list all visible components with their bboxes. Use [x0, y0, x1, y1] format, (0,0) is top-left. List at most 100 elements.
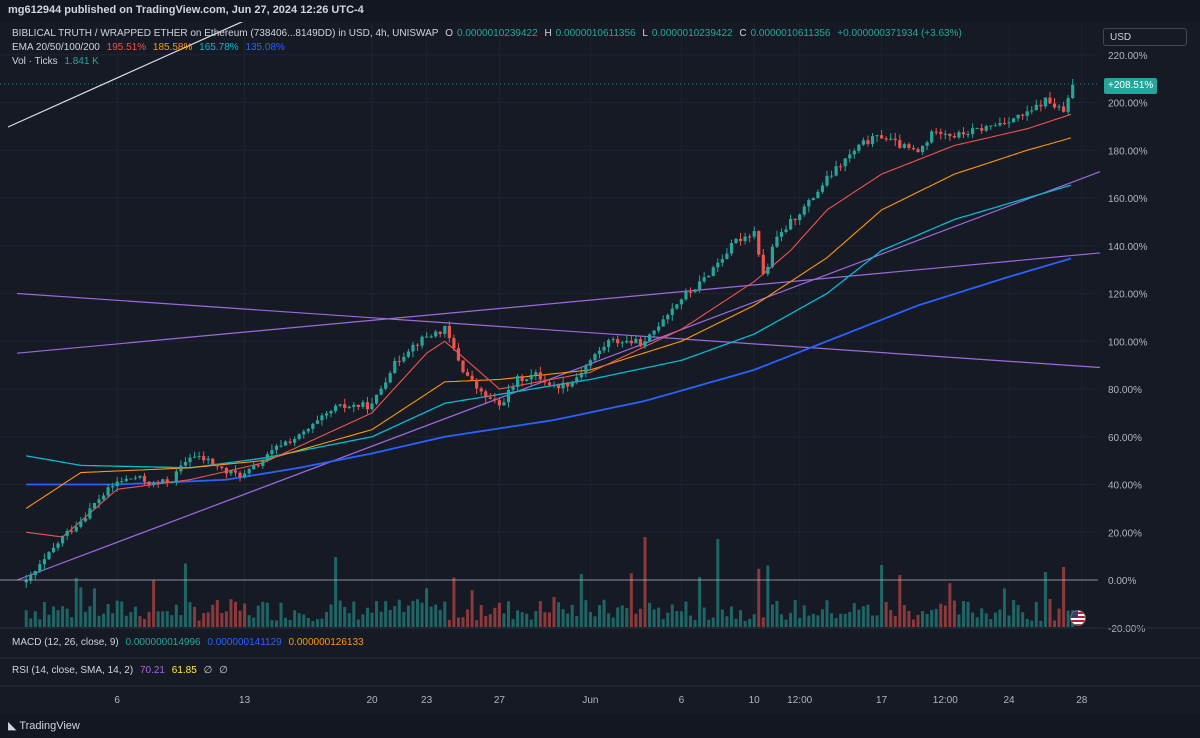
- candle-body: [729, 242, 734, 254]
- volume-bar: [452, 577, 456, 627]
- rsi-legend: RSI (14, close, SMA, 14, 2) 70.21 61.85 …: [12, 665, 228, 676]
- volume-bar: [397, 599, 401, 627]
- volume-bar: [689, 615, 692, 627]
- volume-bar: [224, 611, 228, 627]
- candle-body: [775, 236, 779, 247]
- volume-bar: [880, 565, 884, 627]
- candle-body: [138, 475, 142, 478]
- volume-bar: [893, 616, 897, 627]
- volume-bar: [575, 615, 579, 627]
- volume-bar: [802, 605, 806, 627]
- volume-bar: [588, 611, 592, 627]
- volume-bar: [666, 612, 670, 627]
- publisher-text: mg612944 published on TradingView.com, J…: [8, 4, 364, 16]
- volume-bar: [898, 575, 902, 627]
- candle-body: [570, 382, 574, 387]
- y-tick-label: 220.00%: [1108, 51, 1148, 62]
- tradingview-logo[interactable]: ◣ TradingView: [8, 720, 80, 732]
- candle-body: [238, 472, 242, 478]
- volume-bar: [29, 618, 33, 627]
- candle-body: [47, 552, 51, 560]
- candle-body: [283, 441, 288, 446]
- x-axis: 6 13 20 23 27 Jun 6 10 12:00 17 12:00 24 28: [114, 695, 1087, 706]
- candle-body: [161, 479, 165, 484]
- volume-bar: [648, 602, 652, 627]
- volume-bar: [752, 614, 756, 627]
- candle-body: [779, 231, 784, 237]
- candle-body: [470, 375, 474, 380]
- open-value: 0.0000010239422: [457, 28, 538, 39]
- candle-body: [329, 411, 333, 414]
- candle-body: [133, 477, 137, 479]
- candle-body: [429, 336, 433, 338]
- currency-button[interactable]: USD: [1103, 28, 1187, 46]
- candle-body: [147, 481, 151, 485]
- candle-body: [675, 304, 679, 309]
- volume-bar: [311, 620, 315, 627]
- x-tick-label: 13: [239, 695, 251, 706]
- candle-body: [620, 342, 624, 344]
- candle-body: [547, 382, 552, 386]
- price-chart[interactable]: 220.00%200.00%180.00%160.00%140.00%120.0…: [0, 22, 1200, 714]
- volume-bar: [88, 606, 92, 627]
- candle-body: [174, 471, 178, 483]
- volume-bar: [306, 617, 310, 627]
- volume-bar: [848, 611, 852, 627]
- candle-body: [24, 579, 28, 583]
- candle-body: [33, 570, 37, 576]
- candle-body: [966, 134, 970, 136]
- chart-area[interactable]: 220.00% 200.00% 180.00% 160.00% 140.00% 120.0…: [0, 22, 1200, 738]
- volume-bar: [948, 583, 952, 627]
- volume-bar: [561, 609, 565, 627]
- volume-bar: [739, 610, 743, 627]
- candle-body: [839, 166, 843, 168]
- volume-bar: [229, 599, 233, 627]
- candle-body: [866, 140, 870, 144]
- candle-body: [643, 341, 647, 347]
- volume-bar: [593, 616, 597, 627]
- volume-bar: [693, 619, 697, 627]
- volume-bar: [288, 619, 292, 627]
- candle-body: [324, 413, 329, 416]
- candle-body: [820, 185, 825, 192]
- candle-body: [679, 299, 683, 305]
- volume-bar: [811, 613, 815, 627]
- candle-body: [920, 145, 925, 153]
- candle-body: [252, 465, 256, 470]
- us-flag-icon[interactable]: [1070, 610, 1086, 626]
- volume-bar: [825, 600, 829, 627]
- volume-bar: [347, 613, 351, 627]
- x-tick-label: 17: [876, 695, 888, 706]
- trendlines: [16, 171, 1101, 581]
- ema-lines: [25, 113, 1072, 538]
- volume-bar: [156, 611, 160, 627]
- candle-body: [165, 479, 169, 483]
- y-axis: 220.00% 200.00% 180.00% 160.00% 140.00% 120.0…: [1108, 51, 1148, 635]
- x-tick-label: 23: [421, 695, 433, 706]
- candle-body: [652, 330, 656, 335]
- candle-body: [74, 526, 78, 532]
- last-price-badge: +208.51%: [1104, 78, 1158, 94]
- candle-body: [607, 340, 611, 347]
- volume-bar: [1048, 599, 1052, 627]
- volume-bar: [274, 620, 278, 627]
- candle-body: [229, 470, 233, 474]
- volume-bar: [843, 613, 847, 627]
- volume-bar: [188, 602, 192, 627]
- candle-body: [861, 140, 865, 145]
- candle-body: [748, 236, 752, 238]
- volume-bar: [475, 620, 479, 627]
- candle-body: [1057, 106, 1061, 108]
- candle-body: [206, 458, 210, 461]
- volume-bar: [183, 563, 187, 627]
- candle-body: [834, 166, 838, 176]
- volume-bar: [143, 619, 146, 627]
- volume-bar: [620, 605, 624, 627]
- candle-body: [770, 246, 774, 267]
- candle-body: [907, 144, 911, 148]
- volume-bar: [302, 614, 306, 627]
- volume-bar: [220, 613, 224, 627]
- candle-body: [720, 259, 724, 263]
- volume-bar: [538, 601, 542, 627]
- candle-body: [616, 339, 620, 344]
